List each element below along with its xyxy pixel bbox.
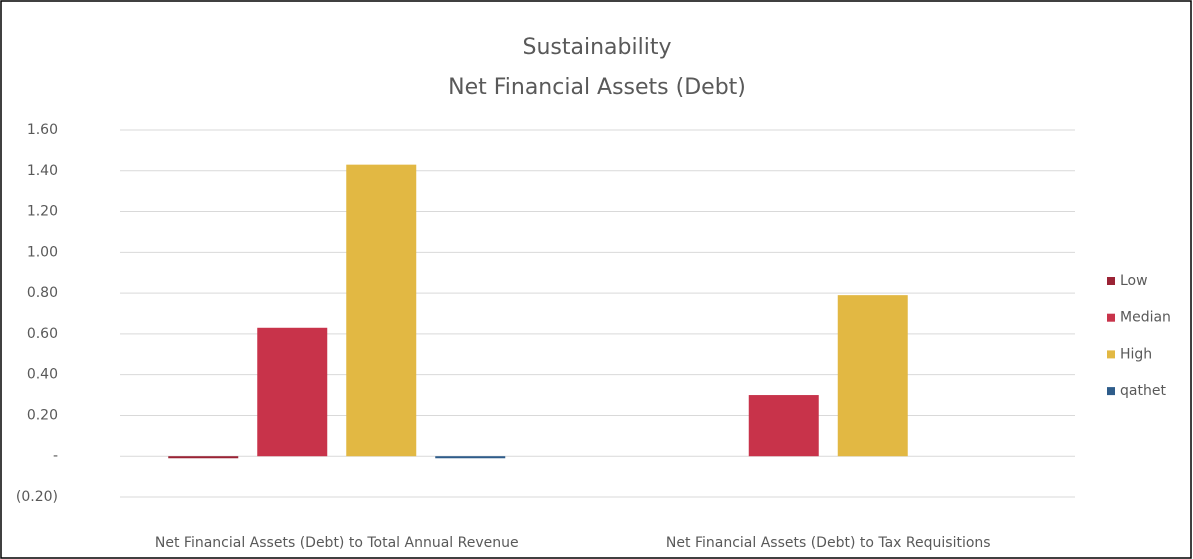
y-tick-label: 1.40	[27, 163, 58, 179]
y-tick-label: 0.60	[27, 326, 58, 342]
y-tick-label: (0.20)	[16, 489, 58, 505]
bar	[346, 164, 417, 457]
legend-swatch	[1107, 313, 1115, 322]
bar	[435, 456, 506, 459]
y-tick-label: 1.20	[27, 204, 58, 220]
bar	[748, 395, 819, 457]
y-tick-label: 0.20	[27, 407, 58, 423]
y-tick-label: -	[53, 448, 58, 464]
bar	[837, 295, 908, 457]
legend-label: Low	[1120, 273, 1148, 289]
chart-subtitle: Net Financial Assets (Debt)	[448, 75, 746, 100]
x-tick-label: Net Financial Assets (Debt) to Tax Requi…	[666, 535, 991, 551]
legend-label: High	[1120, 346, 1152, 362]
legend-swatch	[1107, 350, 1115, 359]
y-tick-label: 0.40	[27, 367, 58, 383]
y-tick-label: 1.60	[27, 122, 58, 138]
y-tick-label: 1.00	[27, 244, 58, 260]
legend-swatch	[1107, 387, 1115, 396]
legend-swatch	[1107, 277, 1115, 285]
x-tick-label: Net Financial Assets (Debt) to Total Ann…	[155, 535, 519, 551]
legend-label: Median	[1120, 310, 1171, 326]
chart-title: Sustainability	[523, 35, 672, 60]
bar	[168, 456, 239, 459]
legend-label: qathet	[1120, 383, 1166, 399]
bar	[257, 327, 328, 457]
y-tick-label: 0.80	[27, 285, 58, 301]
